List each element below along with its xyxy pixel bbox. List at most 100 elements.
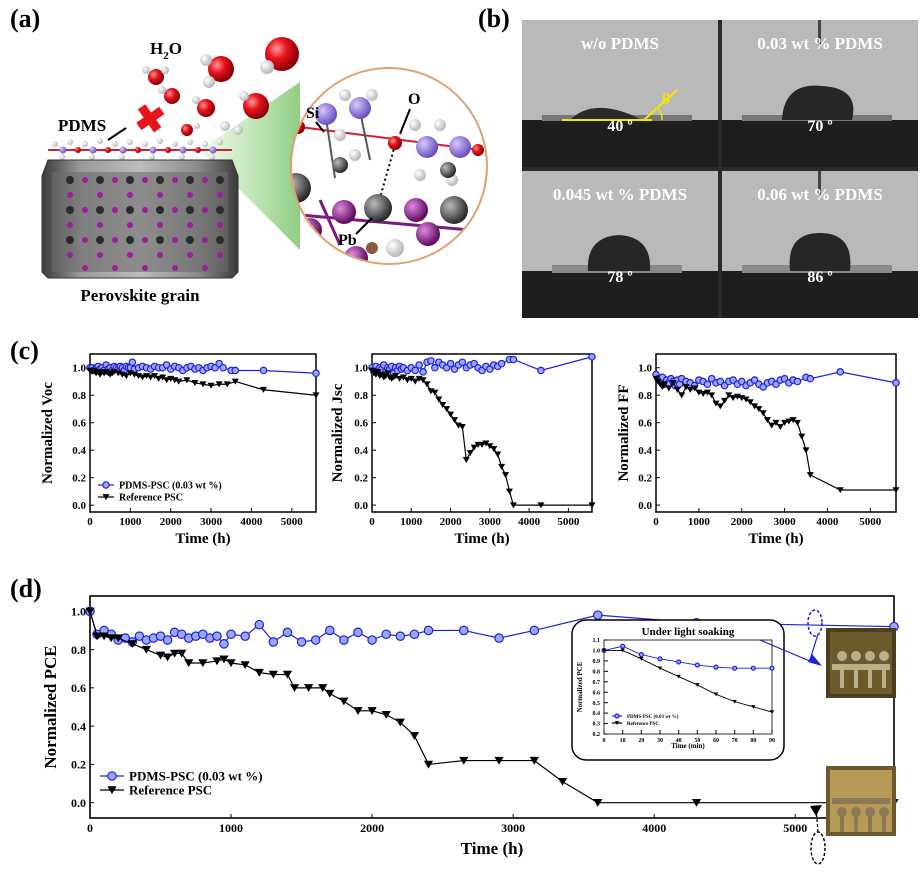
data-point-reference [184,659,194,668]
y-tick-label: 0.7 [593,680,601,686]
plot-frame [603,639,773,735]
data-point-reference [339,697,349,706]
data-point-reference [639,657,644,661]
legend-marker [107,771,117,781]
data-point-reference [725,392,733,399]
y-tick-label: 0.8 [354,390,368,402]
data-point-reference [470,444,478,451]
x-axis-label: Time (min) [671,742,705,750]
y-tick-label: 0.0 [72,500,86,512]
pb-label: Pb [338,232,357,249]
data-point-reference [282,670,293,679]
data-point-reference [199,381,207,388]
y-axis-label: Normalized PCE [41,645,60,768]
contact-angle-value-1: 40 º [607,118,633,135]
data-point-pdms [892,379,900,387]
data-point-pdms [703,380,712,389]
inset-chart: 0 10 20 30 40 50 60 70 80 90 0.2 0.3 0.4 0.5 0.6 0.7 0.8… [571,619,785,761]
y-axis-label: Normalized Jsc [330,383,346,482]
x-tick-label: 1000 [219,821,243,835]
data-point-reference [699,391,707,398]
perovskite-grain-block [41,159,239,279]
data-point-reference [122,373,130,380]
data-point-reference [159,374,167,381]
data-point-reference [676,674,681,679]
x-tick-label: 40 [676,738,682,744]
data-point-pdms [529,625,540,636]
data-point-reference [177,649,187,658]
data-point-pdms [282,627,293,638]
blocked-cross-icon [136,104,165,133]
data-point-reference [620,648,625,653]
y-tick-label: 0.4 [72,445,86,457]
legend-label: Reference PSC [627,722,659,727]
chart-normalized-jsc: 0 1000 2000 3000 4000 5000 0.0 0.2 0.4 0.6 0.8 1.0 T… [330,352,596,547]
data-point-reference [392,373,400,380]
contact-angle-value-4: 86 º [807,269,833,286]
data-point-pdms [219,639,229,649]
plot-frame [655,353,897,513]
data-point-reference [712,400,720,407]
y-tick-label: 0.2 [354,473,368,485]
x-axis-label: Time (h) [748,531,803,547]
legend-label: PDMS-PSC (0.03 wt %) [627,715,679,720]
y-tick-label: 0.6 [71,681,86,695]
data-point-reference [162,653,173,662]
data-point-reference [785,418,793,425]
series-reference-psc [652,375,900,494]
y-tick-label: 0.9 [593,659,601,665]
y-tick-label: 0.0 [638,500,652,512]
data-point-pdms [128,358,137,367]
series-line [89,611,894,804]
grain-label: Perovskite grain [80,286,200,305]
data-point-reference [155,651,166,660]
contact-angle-label-1: w/o PDMS [581,34,659,53]
data-point-pdms [427,357,435,365]
si-label: Si [306,105,320,122]
data-point-reference [793,419,801,426]
y-axis-label: Normalized Voc [40,382,56,484]
legend-label: Reference PSC [119,493,183,504]
y-tick-label: 0.0 [354,500,368,512]
data-point-reference [537,502,545,509]
data-point-reference [665,385,673,392]
data-point-reference [557,777,568,786]
y-tick-label: 1.0 [71,605,86,619]
data-point-reference [763,417,771,424]
data-point-reference [92,632,102,641]
data-point-pdms [676,659,682,665]
data-point-reference [384,370,392,377]
si-arrow [315,121,325,133]
legend: PDMS-PSC (0.03 wt %)Reference PSC [98,481,222,504]
data-point-pdms [254,619,265,630]
data-point-pdms [367,635,377,645]
y-tick-label: 0.4 [638,445,652,457]
data-point-pdms [509,355,518,364]
data-point-reference [318,684,328,693]
data-point-reference [207,382,215,389]
data-point-pdms [732,665,738,671]
data-point-reference [191,380,199,387]
y-tick-label: 0.8 [593,669,601,675]
data-point-reference [231,378,239,385]
data-point-reference [789,417,797,424]
data-point-reference [703,389,711,396]
data-point-pdms [694,662,700,668]
pb-arrow [355,217,373,235]
data-point-pdms [395,631,406,641]
data-point-reference [268,670,278,679]
data-point-reference [212,657,222,666]
data-point-reference [113,634,123,643]
series-reference-psc [86,367,320,399]
y-tick-label: 0.2 [72,473,86,485]
data-point-reference [85,607,95,616]
plot-frame [89,595,895,819]
data-point-pdms [240,631,250,641]
data-point-reference [312,392,320,399]
data-point-reference [759,410,767,417]
data-point-pdms [750,665,756,671]
data-point-reference [304,684,314,693]
data-point-reference [673,386,681,393]
data-point-pdms [219,363,227,372]
chart-normalized-pce: 0 1000 2000 3000 4000 5000 0.0 0.2 0.4 0.6 0.8 1.0 T… [41,595,899,858]
